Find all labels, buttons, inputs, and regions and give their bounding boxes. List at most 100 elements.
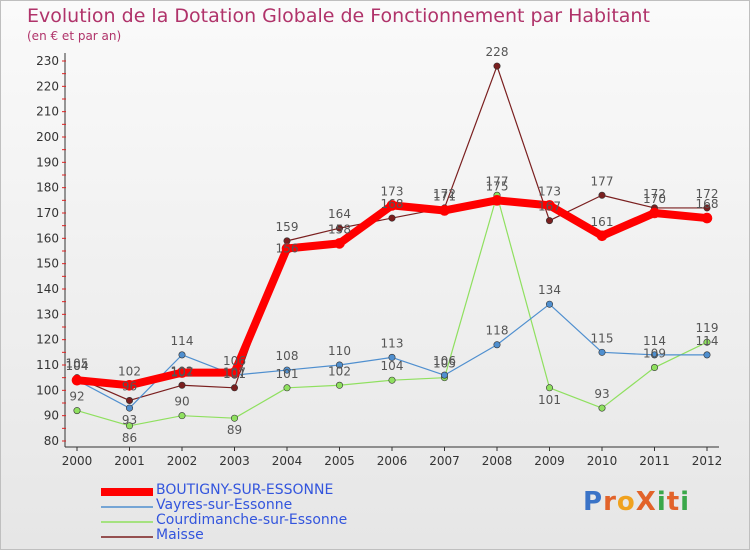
data-point-0 bbox=[386, 200, 398, 211]
x-tick-label: 2004 bbox=[272, 454, 303, 468]
data-label-2: 102 bbox=[328, 364, 351, 378]
data-point-3 bbox=[703, 204, 711, 212]
data-label-3: 101 bbox=[223, 367, 246, 381]
data-point-2 bbox=[178, 412, 186, 420]
x-tick-label: 2008 bbox=[482, 454, 513, 468]
y-tick-label: 170 bbox=[36, 206, 59, 220]
data-point-0 bbox=[176, 367, 188, 378]
x-tick-label: 2011 bbox=[639, 454, 670, 468]
data-label-0: 156 bbox=[276, 241, 299, 255]
data-label-2: 101 bbox=[538, 393, 561, 407]
logo-letter: o bbox=[616, 487, 636, 517]
data-label-1: 104 bbox=[66, 359, 89, 373]
data-point-1 bbox=[126, 404, 134, 412]
data-point-2 bbox=[335, 381, 343, 389]
data-point-1 bbox=[178, 351, 186, 359]
y-tick-label: 150 bbox=[36, 257, 59, 271]
data-point-3 bbox=[335, 224, 343, 232]
data-point-2 bbox=[598, 404, 606, 412]
x-tick-label: 2000 bbox=[62, 454, 93, 468]
data-label-2: 92 bbox=[69, 390, 84, 404]
data-label-0: 168 bbox=[696, 197, 719, 211]
data-label-1: 93 bbox=[122, 413, 137, 427]
data-label-0: 173 bbox=[381, 184, 404, 198]
data-point-1 bbox=[650, 351, 658, 359]
data-point-0 bbox=[124, 379, 135, 391]
data-label-0: 107 bbox=[223, 366, 246, 380]
data-point-0 bbox=[491, 195, 503, 206]
data-label-1: 134 bbox=[538, 283, 561, 297]
data-point-3 bbox=[545, 217, 553, 225]
data-label-2: 86 bbox=[122, 431, 137, 445]
chart-title: Evolution de la Dotation Globale de Fonc… bbox=[27, 5, 650, 27]
x-tick-label: 2005 bbox=[324, 454, 355, 468]
legend-label-vayres: Vayres-sur-Essonne bbox=[156, 497, 293, 513]
y-tick-label: 110 bbox=[36, 358, 59, 372]
data-point-0 bbox=[439, 205, 450, 216]
data-point-2 bbox=[73, 407, 81, 415]
x-tick-label: 2010 bbox=[587, 454, 618, 468]
data-point-0 bbox=[544, 200, 555, 211]
data-point-0 bbox=[281, 243, 293, 254]
data-point-0 bbox=[334, 238, 345, 249]
data-label-0: 170 bbox=[643, 192, 666, 206]
data-point-2 bbox=[231, 414, 239, 422]
data-label-1: 115 bbox=[591, 331, 614, 345]
data-label-3: 167 bbox=[538, 200, 561, 214]
y-tick-label: 90 bbox=[44, 409, 59, 423]
data-label-3: 177 bbox=[591, 174, 614, 188]
data-point-1 bbox=[545, 300, 553, 308]
data-label-0: 102 bbox=[118, 364, 141, 378]
legend-label-maisse: Maisse bbox=[156, 527, 204, 543]
data-label-0: 161 bbox=[591, 215, 614, 229]
data-point-3 bbox=[178, 381, 186, 389]
data-label-3: 96 bbox=[122, 379, 137, 393]
data-label-1: 118 bbox=[486, 324, 509, 338]
data-label-2: 101 bbox=[276, 367, 299, 381]
data-point-3 bbox=[231, 384, 239, 392]
data-point-2 bbox=[703, 338, 711, 346]
data-label-3: 164 bbox=[328, 207, 351, 221]
data-label-1: 106 bbox=[223, 354, 246, 368]
data-point-1 bbox=[703, 351, 711, 359]
y-tick-label: 210 bbox=[36, 105, 59, 119]
data-point-1 bbox=[440, 371, 448, 379]
data-point-1 bbox=[598, 348, 606, 356]
x-tick-label: 2006 bbox=[377, 454, 408, 468]
data-label-3: 172 bbox=[433, 187, 456, 201]
data-point-0 bbox=[701, 212, 713, 224]
data-label-2: 109 bbox=[643, 347, 666, 361]
x-tick-label: 2003 bbox=[219, 454, 250, 468]
logo-letter: X bbox=[635, 487, 657, 517]
proxiti-logo: ProXiti bbox=[583, 487, 690, 517]
data-label-2: 104 bbox=[381, 359, 404, 373]
data-point-2 bbox=[545, 384, 553, 392]
data-label-3: 172 bbox=[643, 187, 666, 201]
x-tick-label: 2012 bbox=[692, 454, 723, 468]
data-label-0: 173 bbox=[538, 184, 561, 198]
data-label-2: 89 bbox=[227, 423, 242, 437]
y-tick-label: 230 bbox=[36, 54, 59, 68]
data-label-3: 102 bbox=[171, 364, 194, 378]
data-point-2 bbox=[283, 384, 291, 392]
data-label-1: 106 bbox=[433, 354, 456, 368]
data-point-1 bbox=[388, 353, 396, 361]
data-point-1 bbox=[493, 341, 501, 349]
data-label-2: 119 bbox=[696, 321, 719, 335]
data-label-0: 175 bbox=[486, 179, 509, 193]
data-point-1 bbox=[335, 361, 343, 369]
data-label-1: 114 bbox=[643, 334, 666, 348]
data-label-0: 158 bbox=[328, 222, 351, 236]
y-tick-label: 130 bbox=[36, 307, 59, 321]
data-point-0 bbox=[596, 230, 608, 242]
data-point-1 bbox=[283, 366, 291, 374]
data-point-3 bbox=[493, 62, 501, 70]
data-label-2: 177 bbox=[486, 174, 509, 188]
y-tick-label: 80 bbox=[44, 434, 59, 448]
legend-label-boutigny: BOUTIGNY-SUR-ESSONNE bbox=[156, 482, 334, 498]
data-label-0: 104 bbox=[66, 359, 89, 373]
data-point-3 bbox=[598, 191, 606, 199]
y-tick-label: 100 bbox=[36, 383, 59, 397]
data-point-3 bbox=[388, 214, 396, 222]
